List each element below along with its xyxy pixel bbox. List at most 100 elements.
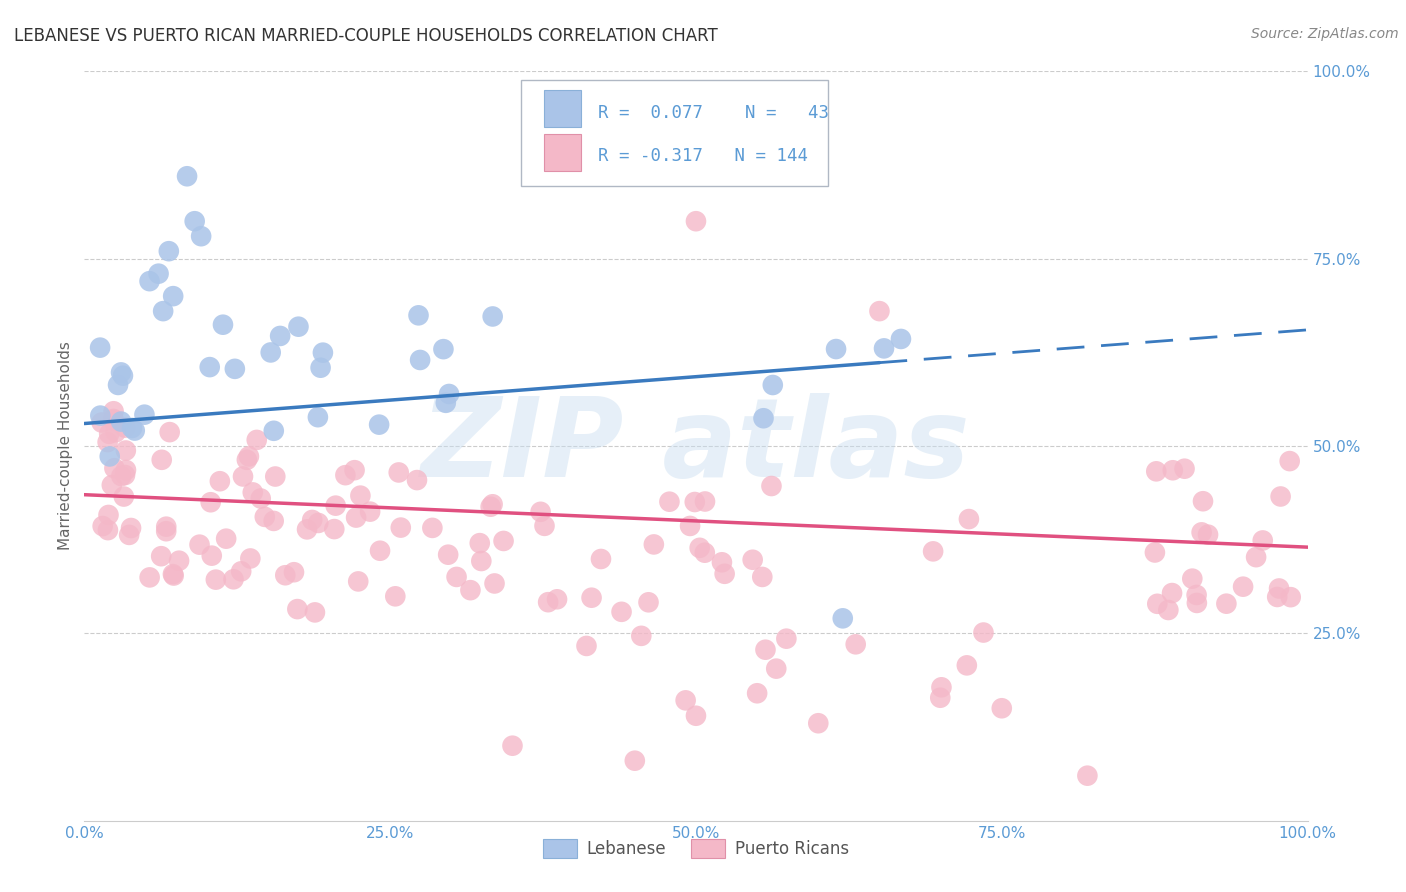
Point [741,553,763,567]
Point [260,345,283,359]
Point [121,421,143,435]
Point [432,342,454,356]
Point [307,410,329,425]
Point [347,574,370,589]
Point [188,538,211,552]
Point [115,463,138,477]
Point [1143,545,1166,559]
Point [710,555,733,569]
Point [359,505,381,519]
Point [751,570,773,584]
Point [1185,596,1208,610]
Point [323,522,346,536]
Point [236,452,259,467]
Point [301,513,323,527]
Point [388,466,411,480]
Point [492,533,515,548]
Point [546,592,568,607]
Point [775,632,797,646]
Point [956,658,979,673]
Point [368,417,391,432]
Point [107,378,129,392]
Point [118,528,141,542]
Point [873,342,896,356]
Point [922,544,945,558]
Point [309,360,332,375]
Point [238,450,260,464]
Point [761,479,783,493]
Point [1244,550,1267,565]
Point [110,365,132,379]
Point [263,424,285,438]
Point [222,572,245,586]
Point [176,169,198,184]
Point [422,521,444,535]
Point [1157,603,1180,617]
Point [208,474,231,488]
Point [269,329,291,343]
Point [155,519,177,533]
Point [162,289,184,303]
Point [1173,461,1195,475]
Point [437,548,460,562]
Point [1197,527,1219,541]
Point [274,568,297,582]
Point [325,499,347,513]
Point [312,345,335,359]
Point [148,267,170,281]
Point [575,639,598,653]
Point [1146,597,1168,611]
Point [1215,597,1237,611]
Point [103,412,125,426]
Point [89,409,111,423]
Point [242,485,264,500]
Point [159,425,181,439]
Point [97,435,120,450]
Point [1265,590,1288,604]
Point [765,662,787,676]
Point [285,602,308,616]
Point [1278,454,1301,468]
Point [752,411,775,425]
Point [114,420,136,434]
Point [335,468,357,483]
Point [110,415,132,429]
FancyBboxPatch shape [544,134,581,171]
Point [533,519,555,533]
Point [138,570,160,584]
Point [484,576,506,591]
Point [624,754,647,768]
Point [344,510,367,524]
Point [675,693,697,707]
Point [460,583,482,598]
Point [637,595,659,609]
Point [1232,580,1254,594]
Point [754,642,776,657]
Text: R = -0.317   N = 144: R = -0.317 N = 144 [598,146,808,165]
Point [581,591,603,605]
Point [183,214,205,228]
Point [434,396,457,410]
Point [103,461,125,475]
Point [90,416,112,430]
Point [114,443,136,458]
Point [658,494,681,508]
Point [537,595,560,609]
Point [831,611,853,625]
Point [111,368,134,383]
Point [807,716,830,731]
Point [683,495,706,509]
Point [190,229,212,244]
Point [1251,533,1274,548]
Point [215,532,238,546]
Point [98,450,121,464]
FancyBboxPatch shape [522,80,828,186]
Point [138,274,160,288]
Point [468,536,491,550]
Point [470,554,492,568]
Point [246,433,269,447]
Point [991,701,1014,715]
Point [685,214,707,228]
Point [957,512,980,526]
Point [343,463,366,477]
